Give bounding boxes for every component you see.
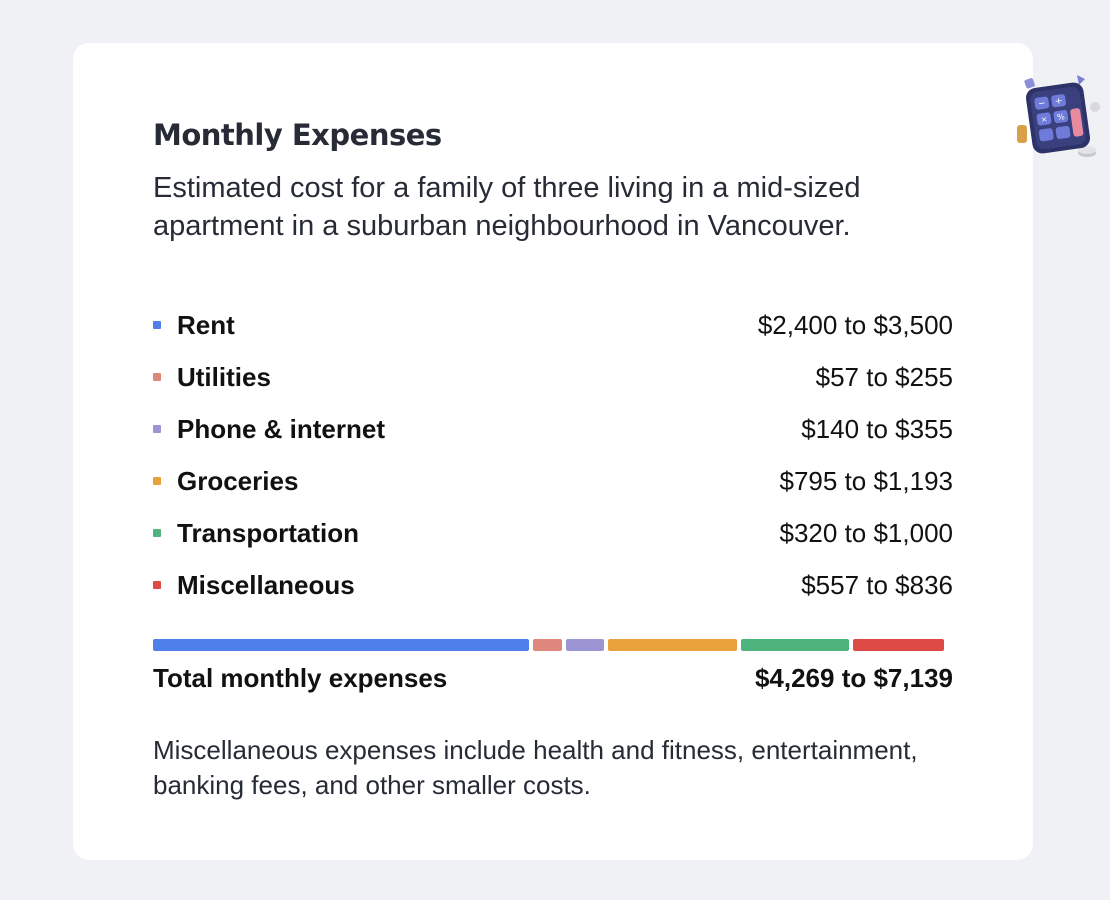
expense-label: Rent: [177, 309, 235, 340]
bar-segment-rent: [153, 639, 529, 651]
svg-text:+: +: [1054, 96, 1063, 107]
expense-row-utilities: Utilities $57 to $255: [153, 351, 953, 403]
expenses-card: − + × % Monthly Expenses Estimated cost …: [73, 43, 1100, 860]
expense-breakdown-bar: [153, 639, 953, 651]
phone-internet-bullet-icon: [153, 425, 161, 433]
card-title: Monthly Expenses: [153, 118, 442, 152]
expense-label: Groceries: [177, 465, 299, 496]
miscellaneous-bullet-icon: [153, 581, 161, 589]
expense-row-transportation: Transportation $320 to $1,000: [153, 507, 953, 559]
svg-text:×: ×: [1040, 115, 1048, 125]
groceries-bullet-icon: [153, 477, 161, 485]
svg-text:%: %: [1057, 112, 1066, 122]
rent-bullet-icon: [153, 321, 161, 329]
expense-range: $57 to $255: [815, 361, 953, 392]
expense-row-miscellaneous: Miscellaneous $557 to $836: [153, 559, 953, 611]
total-range: $4,269 to $7,139: [754, 662, 953, 693]
transportation-bullet-icon: [153, 529, 161, 537]
expenses-content: Monthly Expenses Estimated cost for a fa…: [153, 117, 953, 803]
bar-segment-phone-internet: [565, 639, 605, 651]
bar-segment-utilities: [532, 639, 562, 651]
expense-range: $557 to $836: [801, 569, 953, 600]
bar-segment-groceries: [608, 639, 737, 651]
bar-segment-transportation: [740, 639, 849, 651]
expense-range: $140 to $355: [801, 413, 953, 444]
total-row: Total monthly expenses $4,269 to $7,139: [153, 663, 953, 693]
bar-segment-miscellaneous: [852, 639, 944, 651]
expense-label: Miscellaneous: [177, 569, 355, 600]
expense-row-rent: Rent $2,400 to $3,500: [153, 299, 953, 351]
expense-range: $2,400 to $3,500: [757, 309, 953, 340]
expense-label: Transportation: [177, 517, 360, 548]
expense-range: $795 to $1,193: [779, 465, 954, 496]
expense-row-phone-internet: Phone & internet $140 to $355: [153, 403, 953, 455]
expense-label: Phone & internet: [177, 413, 386, 444]
expense-label: Utilities: [177, 361, 271, 392]
expense-range: $320 to $1,000: [779, 517, 954, 548]
expense-list: Rent $2,400 to $3,500 Utilities $57 to $…: [153, 299, 953, 611]
svg-text:−: −: [1037, 99, 1046, 110]
total-label: Total monthly expenses: [153, 662, 448, 693]
calculator-icon: − + × %: [1017, 75, 1100, 157]
expense-row-groceries: Groceries $795 to $1,193: [153, 455, 953, 507]
card-subtitle: Estimated cost for a family of three liv…: [153, 172, 861, 242]
utilities-bullet-icon: [153, 373, 161, 381]
footnote: Miscellaneous expenses include health an…: [153, 735, 918, 800]
